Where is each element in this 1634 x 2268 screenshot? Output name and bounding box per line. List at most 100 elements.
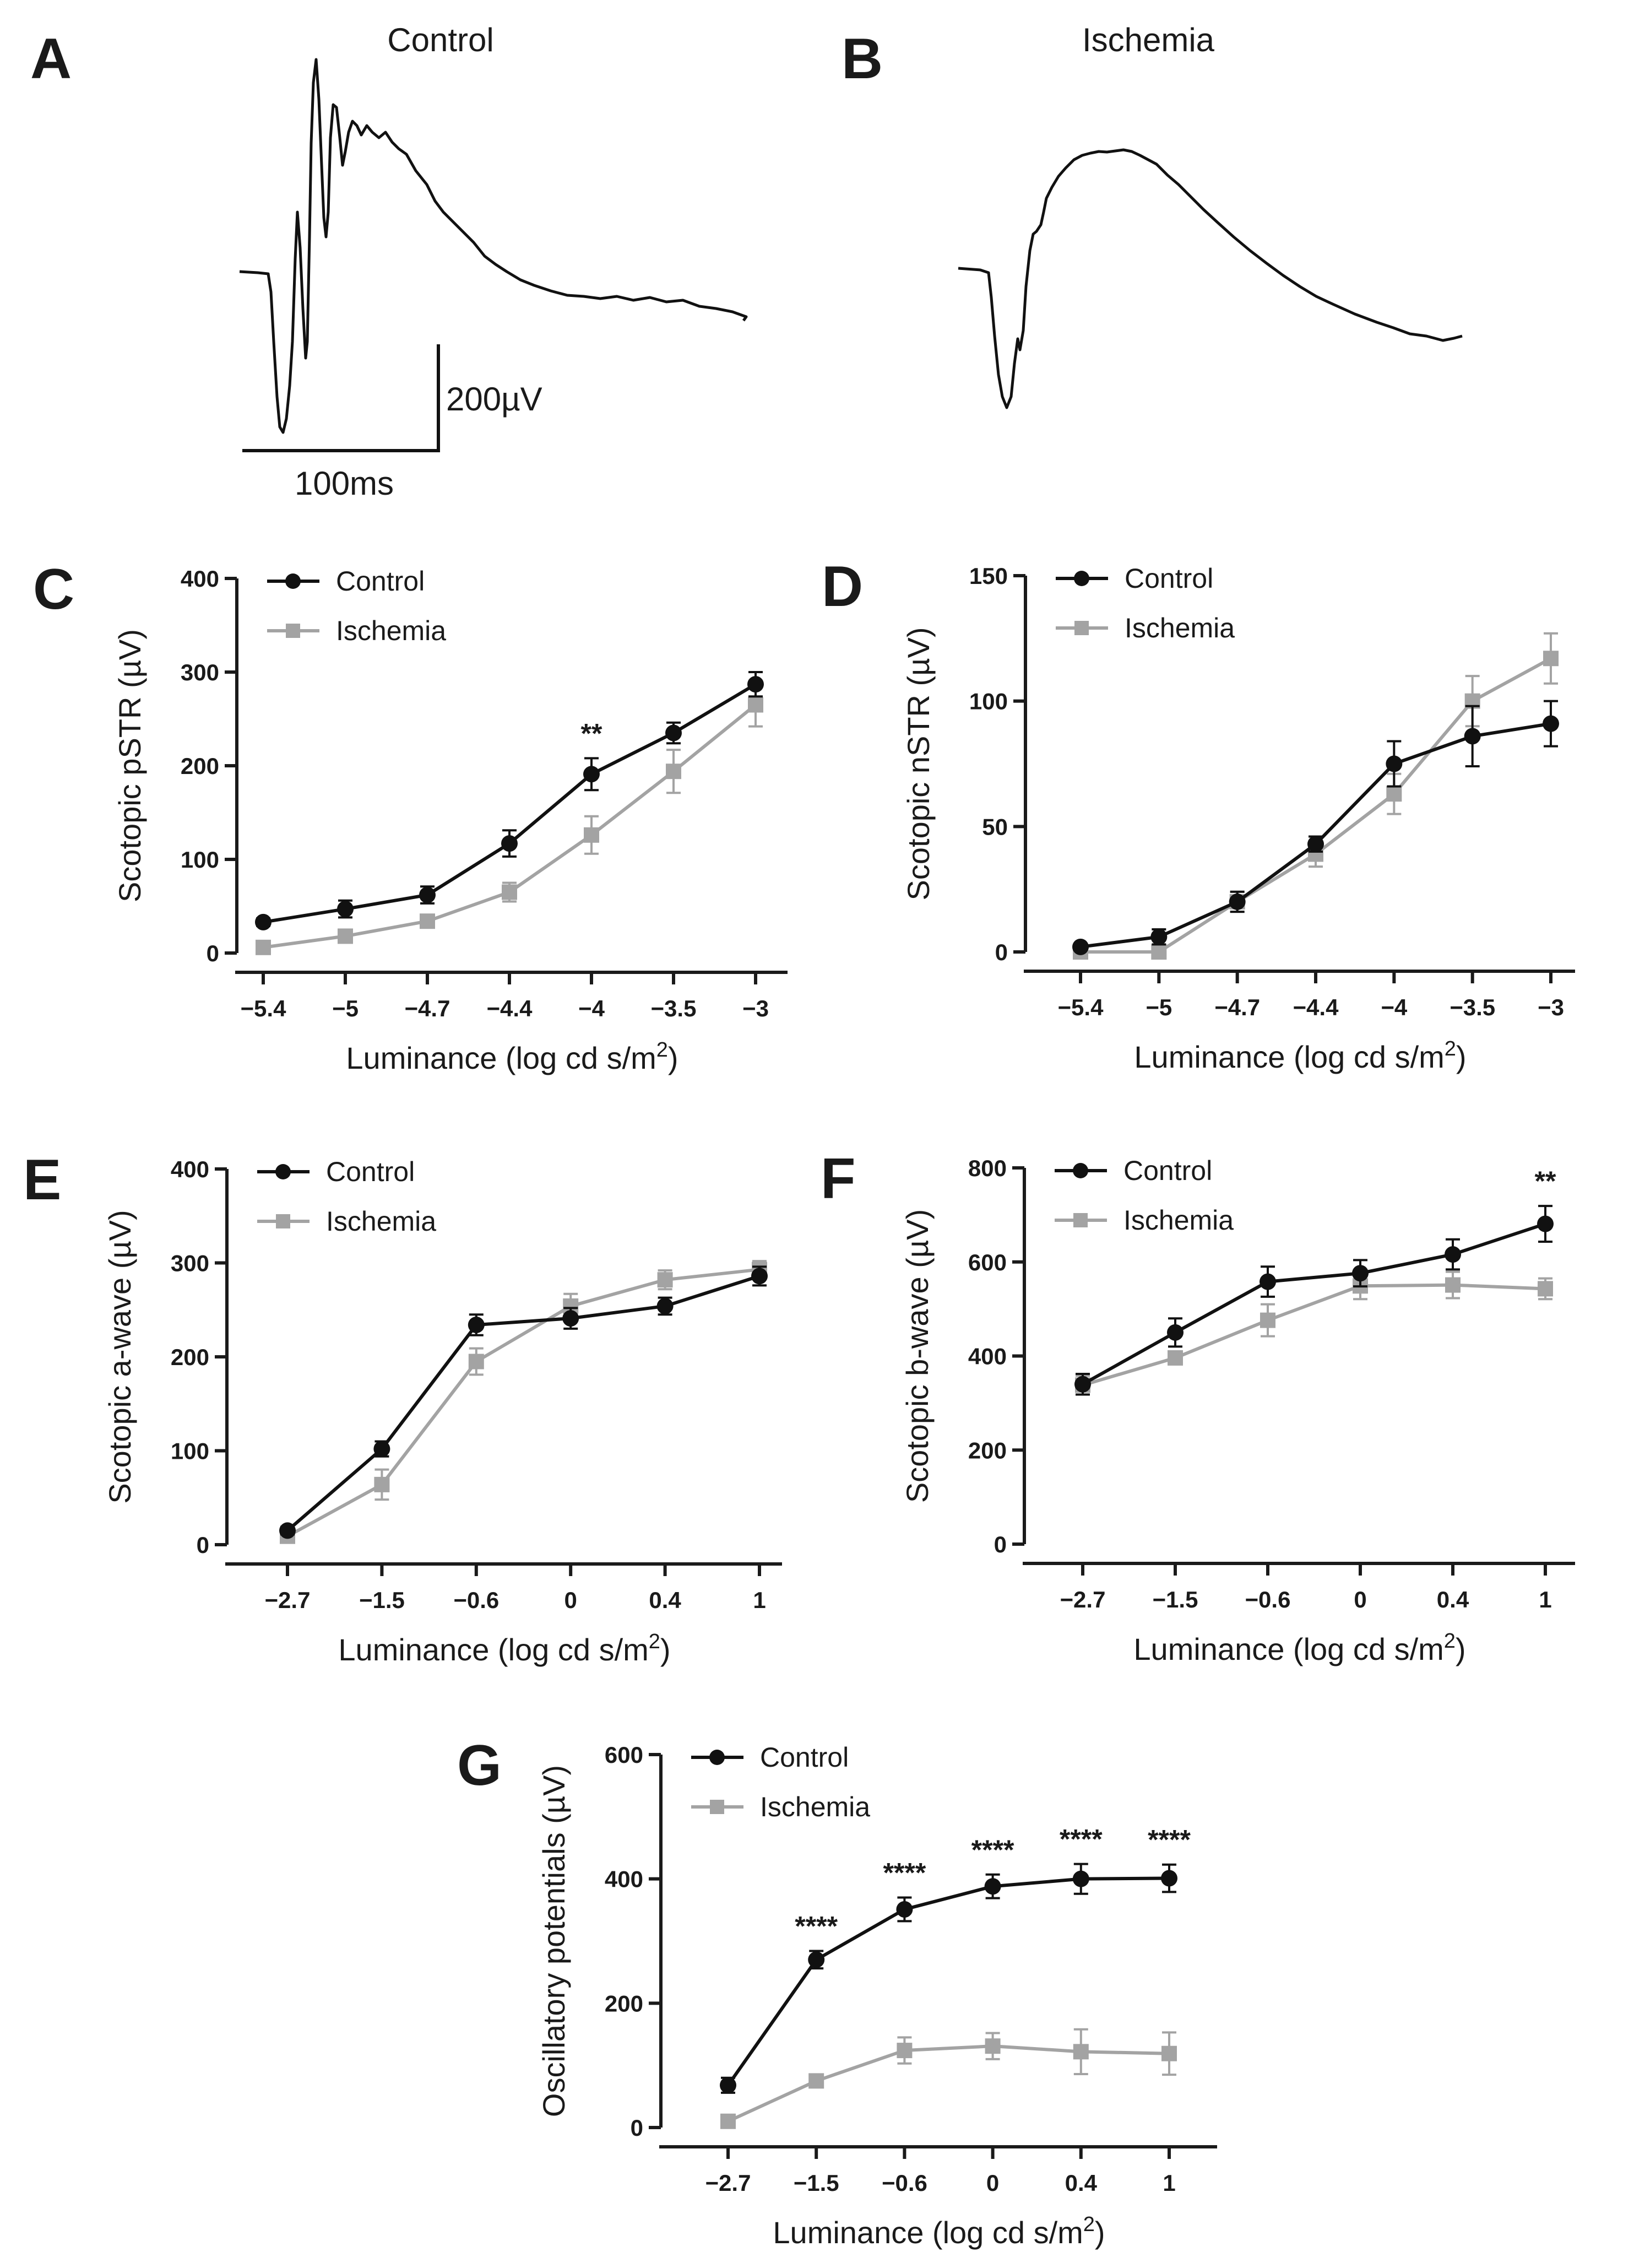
series-line	[726, 1876, 1170, 2086]
x-tick-label: 0.4	[1065, 2170, 1098, 2196]
panel-b: B Ischemia	[842, 21, 1463, 409]
legend-marker-control	[709, 1750, 725, 1765]
panel-letter-c: C	[33, 557, 74, 621]
legend-label-ischemia: Ischemia	[336, 615, 446, 646]
chart-d: D 0 50 100 150 −5.4 −5 −4.7 −4.4 −4 −3.5 −3 Luminanc…	[822, 555, 1575, 1074]
x-tick-label: −2.7	[705, 2170, 751, 2196]
data-point-ischemia	[720, 2113, 736, 2129]
significance-stars: ****	[1060, 1824, 1103, 1855]
y-tick-label: 0	[995, 939, 1008, 965]
x-tick-label: 0.4	[1437, 1587, 1469, 1612]
data-point-ischemia	[1161, 2045, 1177, 2061]
legend-label-control: Control	[326, 1156, 415, 1187]
y-axis-title: Scotopic b-wave (µV)	[900, 1209, 935, 1503]
data-point-control	[501, 835, 518, 852]
data-point-control	[656, 1297, 674, 1314]
x-axis-title: Luminance (log cd s/m2)	[1133, 1630, 1465, 1666]
x-tick-label: −3	[1538, 994, 1564, 1020]
data-point-control	[419, 886, 436, 903]
chart-g: G 0 200 400 600 −2.7 −1.5 −0.6 0 0.4 1 Luminance (l…	[457, 1734, 1217, 2250]
significance-stars: **	[1535, 1166, 1556, 1197]
data-point-ischemia	[1151, 944, 1167, 960]
series-control	[255, 671, 764, 930]
significance-stars: **	[581, 718, 602, 749]
y-tick-label: 100	[171, 1438, 209, 1464]
data-point-ischemia	[666, 764, 681, 780]
data-point-ischemia	[584, 827, 599, 843]
data-point-ischemia	[808, 2073, 824, 2089]
legend-marker-control	[1073, 1163, 1088, 1178]
data-point-ischemia	[657, 1272, 673, 1288]
y-axis-title: Scotopic a-wave (µV)	[102, 1210, 137, 1503]
x-axis-title: Luminance (log cd s/m2)	[773, 2213, 1105, 2250]
y-tick-label: 600	[968, 1249, 1007, 1275]
legend-label-ischemia: Ischemia	[1125, 613, 1235, 643]
data-point-ischemia	[1543, 651, 1559, 667]
panel-letter-g: G	[457, 1734, 502, 1798]
data-point-control	[562, 1310, 579, 1327]
x-axis-title: Luminance (log cd s/m2)	[346, 1038, 678, 1075]
data-point-ischemia	[897, 2043, 913, 2059]
trace-title-control: Control	[387, 21, 493, 58]
x-tick-label: −0.6	[1245, 1587, 1291, 1612]
data-point-control	[1537, 1215, 1554, 1232]
chart-c: C 0 100 200 300 400 −5.4 −5 −4.7 −4.4 −4 −3.5 −3 Lumi…	[33, 557, 788, 1075]
y-axis-title: Oscillatory potentials (µV)	[536, 1765, 571, 2117]
x-tick-label: −2.7	[1060, 1587, 1106, 1612]
significance-stars: ****	[1148, 1825, 1191, 1855]
legend-marker-ischemia	[1073, 1213, 1088, 1227]
x-tick-label: −4.4	[487, 995, 533, 1021]
legend: Control Ischemia	[257, 1156, 436, 1237]
x-tick-label: 1	[753, 1587, 766, 1613]
panel-letter-d: D	[822, 555, 863, 619]
data-point-ischemia	[256, 939, 271, 955]
series-ischemia	[1075, 1270, 1553, 1396]
y-tick-label: 100	[181, 847, 219, 873]
legend-marker-control	[275, 1164, 291, 1179]
x-tick-label: −4.4	[1293, 994, 1339, 1020]
data-point-ischemia	[1260, 1312, 1275, 1328]
y-tick-label: 600	[605, 1742, 643, 1768]
y-tick-label: 800	[968, 1155, 1007, 1181]
x-tick-label: −1.5	[794, 2170, 839, 2196]
series-control	[279, 1265, 768, 1539]
y-tick-label: 50	[982, 814, 1008, 840]
data-point-ischemia	[985, 2038, 1001, 2054]
x-tick-label: −5.4	[1058, 994, 1104, 1020]
panel-letter-e: E	[23, 1148, 61, 1212]
legend: Control Ischemia	[691, 1742, 870, 1822]
data-point-ischemia	[338, 928, 353, 944]
x-tick-label: 0.4	[649, 1587, 681, 1613]
data-point-control	[1445, 1246, 1461, 1263]
legend-label-ischemia: Ischemia	[760, 1791, 870, 1822]
y-tick-label: 150	[969, 563, 1008, 589]
legend-marker-ischemia	[276, 1214, 290, 1228]
series-ischemia	[1073, 632, 1559, 960]
data-point-control	[1072, 1870, 1089, 1887]
y-tick-label: 200	[171, 1344, 209, 1370]
legend-label-control: Control	[336, 566, 425, 597]
data-point-control	[1260, 1273, 1276, 1290]
x-tick-label: −1.5	[1153, 1587, 1198, 1612]
series-line	[1082, 1283, 1546, 1387]
y-axis-title: Scotopic pSTR (µV)	[112, 629, 147, 902]
x-tick-label: 0	[564, 1587, 577, 1613]
data-point-ischemia	[1445, 1277, 1461, 1293]
y-tick-label: 0	[631, 2115, 643, 2141]
panel-letter-b: B	[842, 27, 883, 91]
legend-marker-ischemia	[1074, 621, 1089, 635]
chart-f: F 0 200 400 600 800 −2.7 −1.5 −0.6 0 0.4 1 Luminance…	[821, 1147, 1575, 1666]
data-point-control	[1352, 1265, 1369, 1282]
scale-bar-voltage-label: 200µV	[446, 381, 542, 418]
data-point-control	[1167, 1324, 1184, 1341]
legend-label-ischemia: Ischemia	[1123, 1205, 1234, 1236]
data-point-control	[1543, 715, 1559, 732]
x-tick-label: −3.5	[651, 995, 697, 1021]
data-point-ischemia	[748, 697, 763, 713]
data-point-control	[896, 1901, 913, 1918]
x-tick-label: −4.7	[405, 995, 450, 1021]
data-point-ischemia	[1073, 2044, 1089, 2060]
data-point-ischemia	[468, 1354, 484, 1370]
x-tick-label: 0	[1354, 1587, 1366, 1612]
